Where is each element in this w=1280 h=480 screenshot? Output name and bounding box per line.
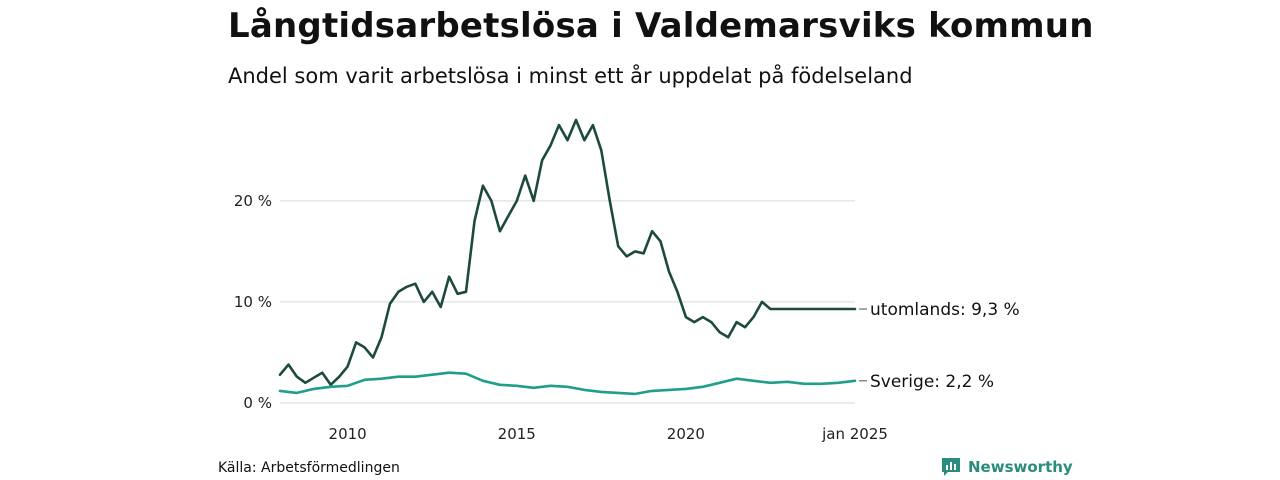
y-tick-label: 10 % (234, 293, 272, 311)
series-line-utomlands (278, 118, 857, 387)
x-tick-label: 2015 (498, 425, 536, 443)
chart-subtitle: Andel som varit arbetslösa i minst ett å… (228, 64, 913, 88)
brand-logo[interactable]: Newsworthy (940, 456, 1073, 478)
series-end-label-utomlands: utomlands: 9,3 % (870, 300, 1020, 320)
series-end-label-sverige: Sverige: 2,2 % (870, 372, 994, 392)
series-line-sverige (278, 371, 857, 396)
newsworthy-logo-icon (942, 458, 960, 476)
y-tick-label: 20 % (234, 192, 272, 210)
x-tick-label: jan 2025 (821, 425, 888, 443)
x-tick-label: 2010 (329, 425, 367, 443)
chart-title: Långtidsarbetslösa i Valdemarsviks kommu… (228, 6, 1094, 46)
line-chart: 0 % 10 % 20 % 2010 2015 2020 jan 2025 utomlands… (234, 118, 1020, 443)
x-tick-label: 2020 (667, 425, 705, 443)
source-note: Källa: Arbetsförmedlingen (218, 460, 400, 476)
y-tick-label: 0 % (243, 394, 272, 412)
brand-name: Newsworthy (968, 458, 1073, 476)
